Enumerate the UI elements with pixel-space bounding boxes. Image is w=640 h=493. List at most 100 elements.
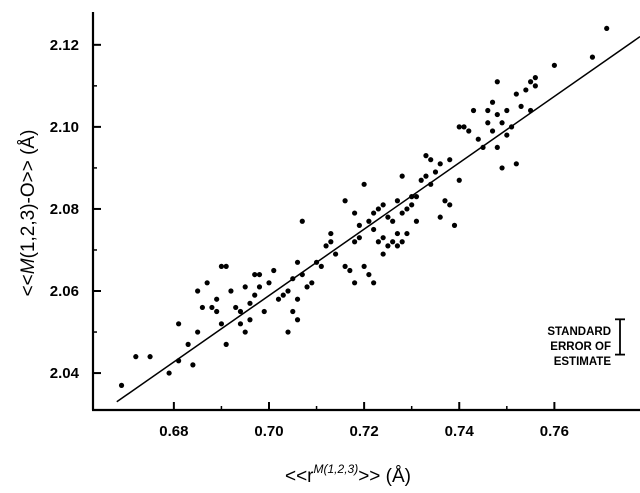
x-tick-label: 0.68: [159, 423, 188, 440]
y-tick-label: 2.04: [50, 365, 80, 382]
x-tick-label: 0.70: [254, 423, 283, 440]
data-point: [423, 153, 429, 159]
data-points: [118, 25, 610, 388]
data-point: [485, 120, 491, 126]
data-point: [290, 308, 296, 315]
y-tick-label: 2.10: [50, 119, 79, 136]
data-point: [294, 259, 301, 265]
x-tick-label: 0.74: [445, 423, 475, 440]
data-point: [352, 280, 358, 286]
data-point: [532, 83, 538, 89]
data-point: [266, 280, 272, 286]
data-point: [252, 292, 258, 298]
data-point: [494, 79, 500, 85]
data-point: [447, 157, 453, 163]
data-point: [195, 329, 201, 335]
data-point: [428, 181, 434, 187]
data-point: [185, 341, 191, 347]
se-line-3: ESTIMATE: [554, 356, 612, 368]
data-point: [494, 144, 500, 151]
data-point: [242, 329, 248, 335]
data-point: [375, 239, 381, 245]
data-point: [532, 75, 538, 81]
data-point: [489, 128, 496, 134]
data-point: [361, 263, 367, 269]
y-tick-label: 2.12: [50, 37, 79, 54]
data-point: [299, 271, 305, 278]
data-point: [299, 218, 305, 224]
data-point: [275, 296, 282, 302]
data-point: [228, 288, 234, 294]
data-point: [285, 288, 291, 294]
x-label-base: <<r: [285, 466, 314, 487]
data-point: [195, 288, 201, 294]
data-point: [218, 263, 225, 269]
data-point: [475, 136, 481, 142]
data-point: [318, 263, 324, 269]
data-point: [375, 206, 381, 212]
data-point: [347, 267, 353, 274]
data-point: [247, 317, 253, 323]
data-point: [361, 181, 367, 187]
data-point: [332, 251, 339, 257]
data-point: [247, 300, 253, 306]
data-point: [409, 202, 415, 208]
data-point: [190, 362, 196, 368]
data-point: [380, 251, 386, 257]
data-point: [237, 321, 244, 327]
data-point: [466, 128, 472, 134]
data-point: [204, 280, 210, 286]
se-line-1: STANDARD: [547, 326, 611, 338]
data-point: [304, 284, 310, 290]
data-point: [499, 165, 505, 171]
data-point: [513, 91, 519, 97]
y-label-pre: <<: [18, 274, 39, 296]
data-point: [176, 321, 182, 327]
data-point: [437, 161, 443, 167]
data-point: [371, 210, 377, 216]
data-point: [380, 235, 386, 241]
data-point: [456, 124, 462, 130]
data-point: [394, 230, 401, 237]
data-point: [256, 271, 263, 278]
data-point: [451, 222, 458, 228]
data-point: [371, 226, 377, 233]
data-point: [294, 296, 301, 302]
data-point: [423, 173, 429, 179]
data-point: [470, 107, 477, 114]
data-point: [508, 124, 515, 130]
x-label-tail: >> (Å): [358, 466, 411, 487]
data-point: [390, 218, 396, 224]
standard-error-bar: [615, 318, 625, 356]
data-point: [285, 329, 291, 335]
data-point: [589, 54, 596, 60]
data-point: [166, 370, 172, 376]
data-point: [447, 202, 453, 208]
y-tick-label: 2.06: [50, 283, 79, 300]
data-point: [480, 144, 486, 151]
data-point: [309, 280, 315, 286]
data-point: [242, 284, 248, 290]
x-tick-label: 0.76: [540, 423, 569, 440]
data-point: [356, 235, 362, 241]
x-label-sup: M(1,2,3): [314, 462, 359, 476]
data-point: [352, 239, 358, 245]
data-point: [404, 206, 410, 212]
data-point: [513, 161, 519, 167]
data-point: [147, 354, 153, 360]
data-point: [352, 210, 358, 216]
data-point: [366, 218, 372, 224]
y-tick-label: 2.08: [50, 201, 79, 218]
axis-ticks: 0.68 0.70 0.72 0.74 0.76 2.04 2.06 2.08 2.10 2.12: [50, 37, 569, 440]
data-point: [214, 308, 220, 315]
data-point: [313, 259, 320, 265]
se-line-2: ERROR OF: [550, 341, 611, 353]
data-point: [214, 296, 220, 302]
data-point: [523, 87, 529, 93]
data-point: [489, 99, 496, 105]
data-point: [399, 210, 405, 216]
data-point: [418, 177, 424, 183]
data-point: [385, 214, 391, 220]
data-point: [342, 263, 348, 269]
standard-error-annotation: STANDARD ERROR OF ESTIMATE: [547, 326, 611, 368]
